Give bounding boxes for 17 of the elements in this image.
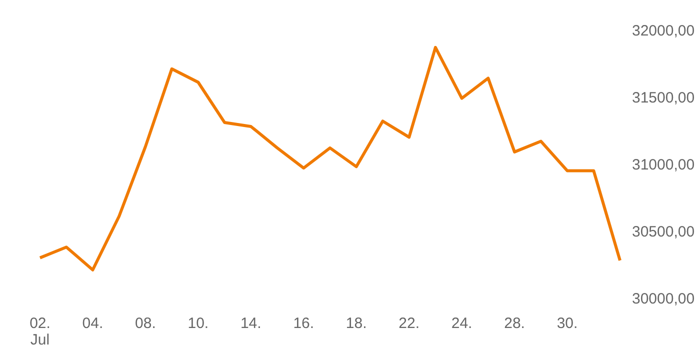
y-tick-label: 30000,00 <box>632 290 695 308</box>
x-tick-label: 10. <box>188 315 209 332</box>
y-tick-label: 32000,00 <box>632 22 695 40</box>
y-tick-label: 30500,00 <box>632 223 695 240</box>
x-tick-label: 08. <box>135 315 156 332</box>
x-tick-label: 04. <box>82 315 104 332</box>
x-tick-label: 28. <box>504 315 525 332</box>
x-tick-label: 24. <box>451 315 472 332</box>
x-tick-label: 18. <box>346 315 367 332</box>
line-series <box>38 46 622 272</box>
x-tick-label: 30. <box>556 315 578 332</box>
x-tick-label: 02. Jul <box>30 315 50 348</box>
x-tick-label: 16. <box>293 315 314 332</box>
y-tick-label: 31500,00 <box>632 89 695 106</box>
x-tick-label: 14. <box>240 315 262 332</box>
y-tick-label: 31000,00 <box>632 156 695 174</box>
x-tick-label: 22. <box>398 315 420 332</box>
